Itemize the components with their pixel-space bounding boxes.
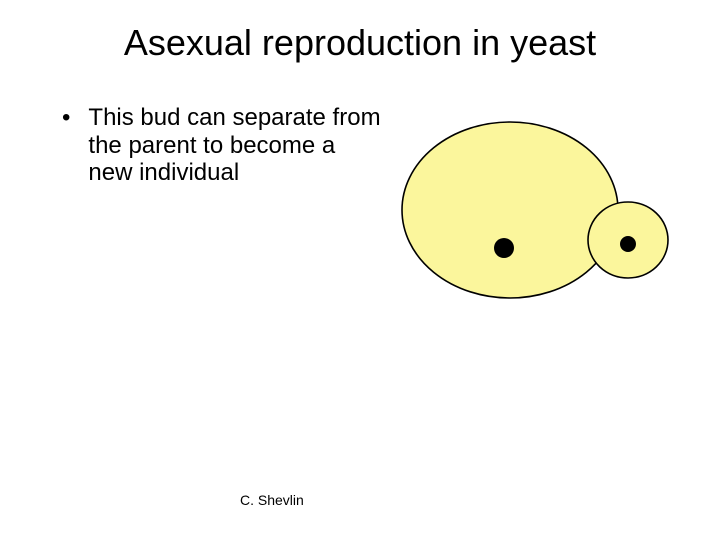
bullet-text: This bud can separate from the parent to… [88,104,382,187]
parent-cell [402,122,618,298]
footer-author: C. Shevlin [240,492,304,508]
yeast-diagram [370,100,670,320]
page-title: Asexual reproduction in yeast [0,22,720,64]
parent-nucleus [494,238,514,258]
slide: Asexual reproduction in yeast • This bud… [0,0,720,540]
bullet-list: • This bud can separate from the parent … [62,104,382,187]
bullet-item: • This bud can separate from the parent … [62,104,382,187]
bullet-marker: • [62,104,70,132]
bud-nucleus [620,236,636,252]
